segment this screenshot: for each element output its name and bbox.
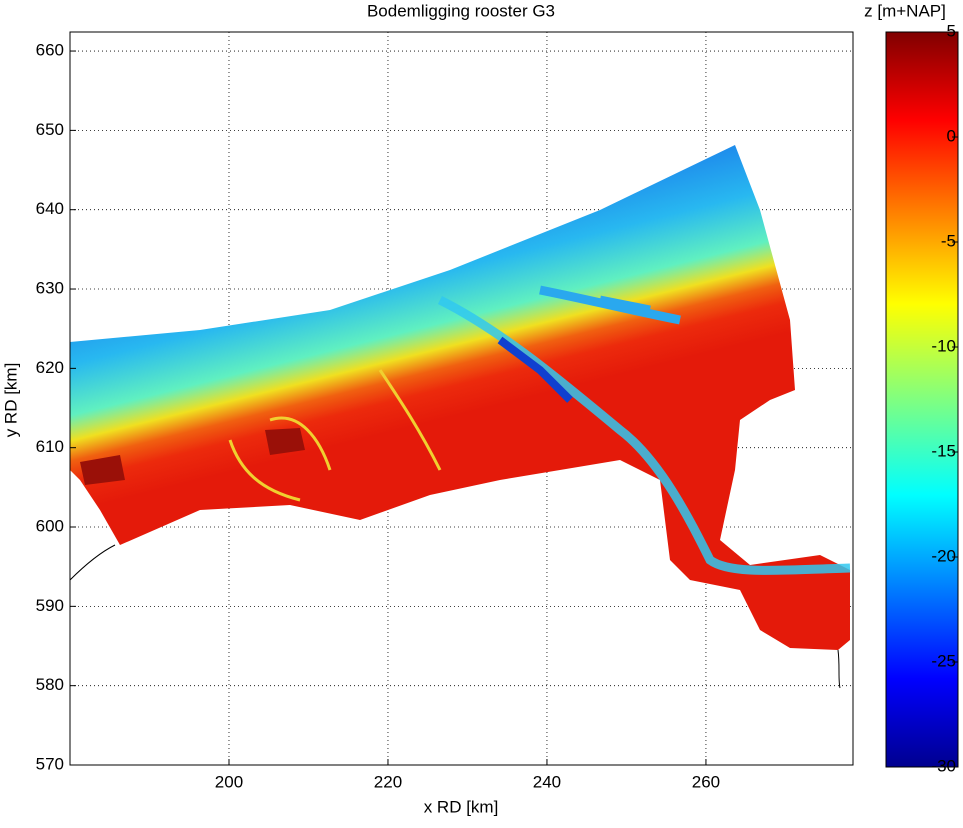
y-tick-label: 600 bbox=[36, 516, 64, 535]
y-tick-label: 640 bbox=[36, 199, 64, 218]
x-tick-label: 220 bbox=[374, 772, 402, 791]
x-tick-label: 260 bbox=[692, 772, 720, 791]
y-tick-label: 650 bbox=[36, 120, 64, 139]
colorbar-tick-label: 5 bbox=[947, 21, 956, 40]
y-tick-label: 570 bbox=[36, 754, 64, 773]
colorbar-tick-label: 0 bbox=[947, 126, 956, 145]
colorbar-tick-label: -25 bbox=[931, 651, 956, 670]
y-tick-label: 610 bbox=[36, 437, 64, 456]
colorbar-tick-label: -30 bbox=[931, 756, 956, 775]
axes-box bbox=[69, 31, 854, 766]
y-tick-label: 620 bbox=[36, 358, 64, 377]
y-axis-label: y RD [km] bbox=[1, 363, 20, 438]
colorbar-tick-label: -10 bbox=[931, 336, 956, 355]
x-axis-label: x RD [km] bbox=[424, 797, 499, 816]
x-tick-label: 240 bbox=[533, 772, 561, 791]
colorbar bbox=[885, 31, 959, 768]
colorbar-tick-label: -20 bbox=[931, 546, 956, 565]
chart-title: Bodemligging rooster G3 bbox=[367, 1, 555, 20]
colorbar-tick-label: -5 bbox=[941, 231, 956, 250]
colorbar-tick-label: -15 bbox=[931, 441, 956, 460]
y-tick-label: 580 bbox=[36, 675, 64, 694]
y-tick-label: 630 bbox=[36, 279, 64, 298]
y-tick-label: 590 bbox=[36, 596, 64, 615]
x-tick-label: 200 bbox=[215, 772, 243, 791]
bathymetry bbox=[69, 145, 851, 689]
colorbar-label: z [m+NAP] bbox=[864, 1, 946, 20]
y-tick-label: 660 bbox=[36, 41, 64, 60]
